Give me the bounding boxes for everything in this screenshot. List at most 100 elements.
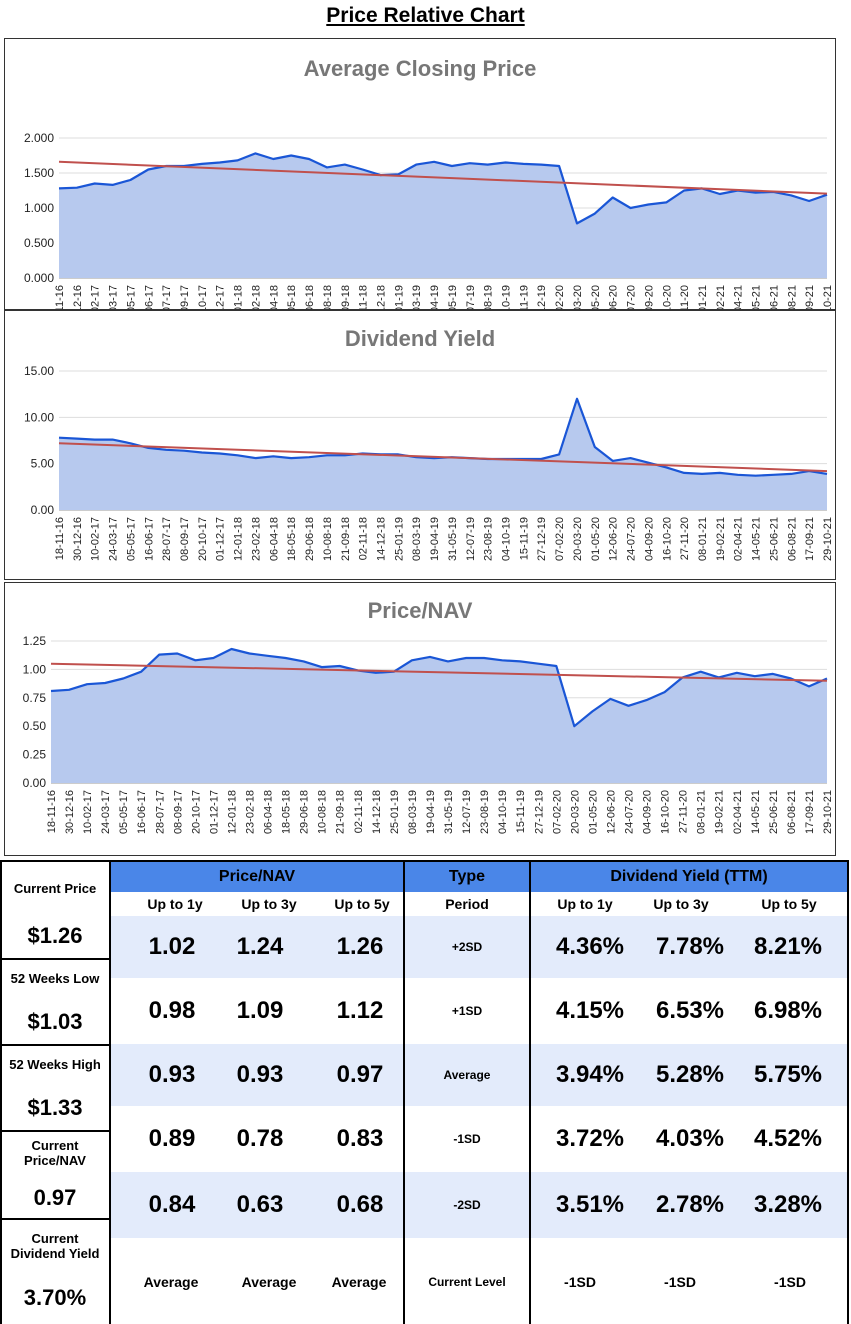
x-tick-label: 12-06-20	[608, 517, 620, 561]
x-tick-label: 21-09-18	[340, 517, 352, 561]
dy-plus1sd-1y: 4.15%	[555, 997, 625, 1024]
x-tick-label: 14-12-18	[371, 790, 383, 834]
x-tick-label: 30-12-16	[72, 517, 84, 561]
x-tick-label: 02-11-18	[358, 517, 370, 560]
x-tick-label: 29-10-21	[822, 790, 834, 834]
x-tick-label: 20-03-20	[572, 285, 584, 309]
high-52w-label: 52 Weeks High	[9, 1056, 101, 1072]
pnav-plus2sd-5y: 1.26	[336, 933, 384, 960]
x-tick-label: 12-07-19	[461, 790, 473, 834]
x-tick-label: 18-11-16	[46, 790, 58, 833]
type-minus2sd: -2SD	[453, 1198, 481, 1212]
x-tick-label: 10-08-18	[322, 517, 334, 561]
x-tick-label: 08-03-19	[407, 790, 419, 834]
type-header: Type	[405, 862, 529, 892]
x-tick-label: 14-05-21	[751, 517, 763, 561]
dy-minus2sd-5y: 3.28%	[753, 1191, 823, 1218]
x-tick-label: 18-11-16	[54, 517, 66, 560]
pnav-average-1y: 0.93	[148, 1061, 196, 1088]
x-tick-label: 14-12-18	[375, 517, 387, 561]
x-tick-label: 04-09-20	[643, 517, 655, 561]
current-price-value: $1.26	[27, 923, 83, 948]
x-tick-label: 04-10-19	[501, 517, 513, 561]
dy-average-1y: 3.94%	[555, 1061, 625, 1088]
x-tick-label: 04-10-19	[497, 790, 509, 834]
pnav-header: Price/NAV	[111, 862, 403, 892]
border-left	[0, 860, 2, 1324]
pnav-minus2sd-3y: 0.63	[236, 1191, 284, 1218]
type-minus1sd: -1SD	[453, 1132, 481, 1146]
band-row-plus2sd	[111, 916, 847, 978]
pnav-current-3y: Average	[241, 1274, 297, 1290]
x-tick-label: 06-04-18	[263, 790, 275, 834]
series-area	[51, 649, 827, 783]
dy-current-1y: -1SD	[564, 1274, 596, 1290]
series-area	[59, 398, 827, 510]
x-tick-label: 25-01-19	[389, 790, 401, 834]
y-tick-label: 0.500	[24, 236, 54, 250]
x-tick-label: 02-04-21	[733, 285, 745, 309]
y-tick-label: 10.00	[24, 410, 54, 424]
x-tick-label: 10-02-17	[82, 790, 94, 834]
pnav-current-5y: Average	[331, 1274, 387, 1290]
x-tick-label: 17-09-21	[804, 285, 816, 309]
x-tick-label: 01-05-20	[590, 285, 602, 309]
y-tick-label: 1.000	[24, 201, 54, 215]
x-tick-label: 04-10-19	[501, 285, 513, 309]
x-tick-label: 27-11-20	[679, 517, 691, 560]
pnav-minus2sd-5y: 0.68	[336, 1191, 384, 1218]
x-tick-label: 08-09-17	[179, 517, 191, 561]
x-tick-label: 24-03-17	[108, 285, 120, 309]
x-tick-label: 08-01-21	[697, 285, 709, 309]
x-tick-label: 10-08-18	[322, 285, 334, 309]
current-pnav-value: 0.97	[33, 1185, 77, 1210]
x-tick-label: 08-03-19	[411, 517, 423, 561]
x-tick-label: 07-02-20	[554, 517, 566, 561]
x-tick-label: 16-10-20	[660, 790, 672, 834]
pnav-minus2sd-1y: 0.84	[148, 1191, 196, 1218]
x-tick-label: 24-07-20	[626, 517, 638, 561]
dy-plus2sd-5y: 8.21%	[753, 933, 823, 960]
x-tick-label: 08-01-21	[697, 517, 709, 561]
x-tick-label: 16-10-20	[661, 285, 673, 309]
x-tick-label: 12-07-19	[465, 517, 477, 561]
x-tick-label: 19-02-21	[715, 517, 727, 561]
x-tick-label: 01-05-20	[587, 790, 599, 834]
border-label-1	[0, 958, 110, 960]
x-tick-label: 12-01-18	[233, 517, 245, 561]
x-tick-label: 23-08-19	[479, 790, 491, 834]
y-tick-label: 0.75	[23, 691, 47, 705]
x-tick-label: 10-02-17	[90, 517, 102, 561]
pnav-minus1sd-1y: 0.89	[148, 1125, 196, 1152]
x-tick-label: 18-05-18	[281, 790, 293, 834]
border-label-3	[0, 1130, 110, 1132]
x-tick-label: 02-04-21	[732, 790, 744, 834]
x-tick-label: 27-11-20	[678, 790, 690, 833]
x-tick-label: 24-03-17	[108, 517, 120, 561]
type-average: Average	[443, 1068, 491, 1082]
dy-plus1sd-3y: 6.53%	[655, 997, 725, 1024]
dy-minus1sd-5y: 4.52%	[753, 1125, 823, 1152]
x-tick-label: 20-03-20	[572, 517, 584, 561]
x-tick-label: 12-01-18	[233, 285, 245, 309]
x-tick-label: 02-11-18	[358, 285, 370, 309]
low-52w-value: $1.03	[27, 1009, 83, 1034]
x-tick-label: 02-04-21	[733, 517, 745, 561]
x-tick-label: 29-10-21	[822, 285, 834, 309]
current-level-label: Current Level	[428, 1275, 506, 1289]
x-tick-label: 25-01-19	[393, 285, 405, 309]
dy-plus1sd-5y: 6.98%	[753, 997, 823, 1024]
y-tick-label: 0.00	[31, 503, 55, 517]
x-tick-label: 23-08-19	[483, 517, 495, 561]
y-tick-label: 5.00	[31, 457, 55, 471]
current-pnav-label: Current Price/NAV	[24, 1138, 86, 1168]
x-tick-label: 30-12-16	[64, 790, 76, 834]
x-tick-label: 25-01-19	[393, 517, 405, 561]
series-area	[59, 153, 827, 278]
x-tick-label: 04-09-20	[643, 285, 655, 309]
border-type-left	[403, 860, 405, 1324]
dy-col-5y: Up to 5y	[761, 896, 817, 912]
y-tick-label: 2.000	[24, 131, 54, 145]
x-tick-label: 12-06-20	[608, 285, 620, 309]
type-plus2sd: +2SD	[451, 940, 483, 954]
